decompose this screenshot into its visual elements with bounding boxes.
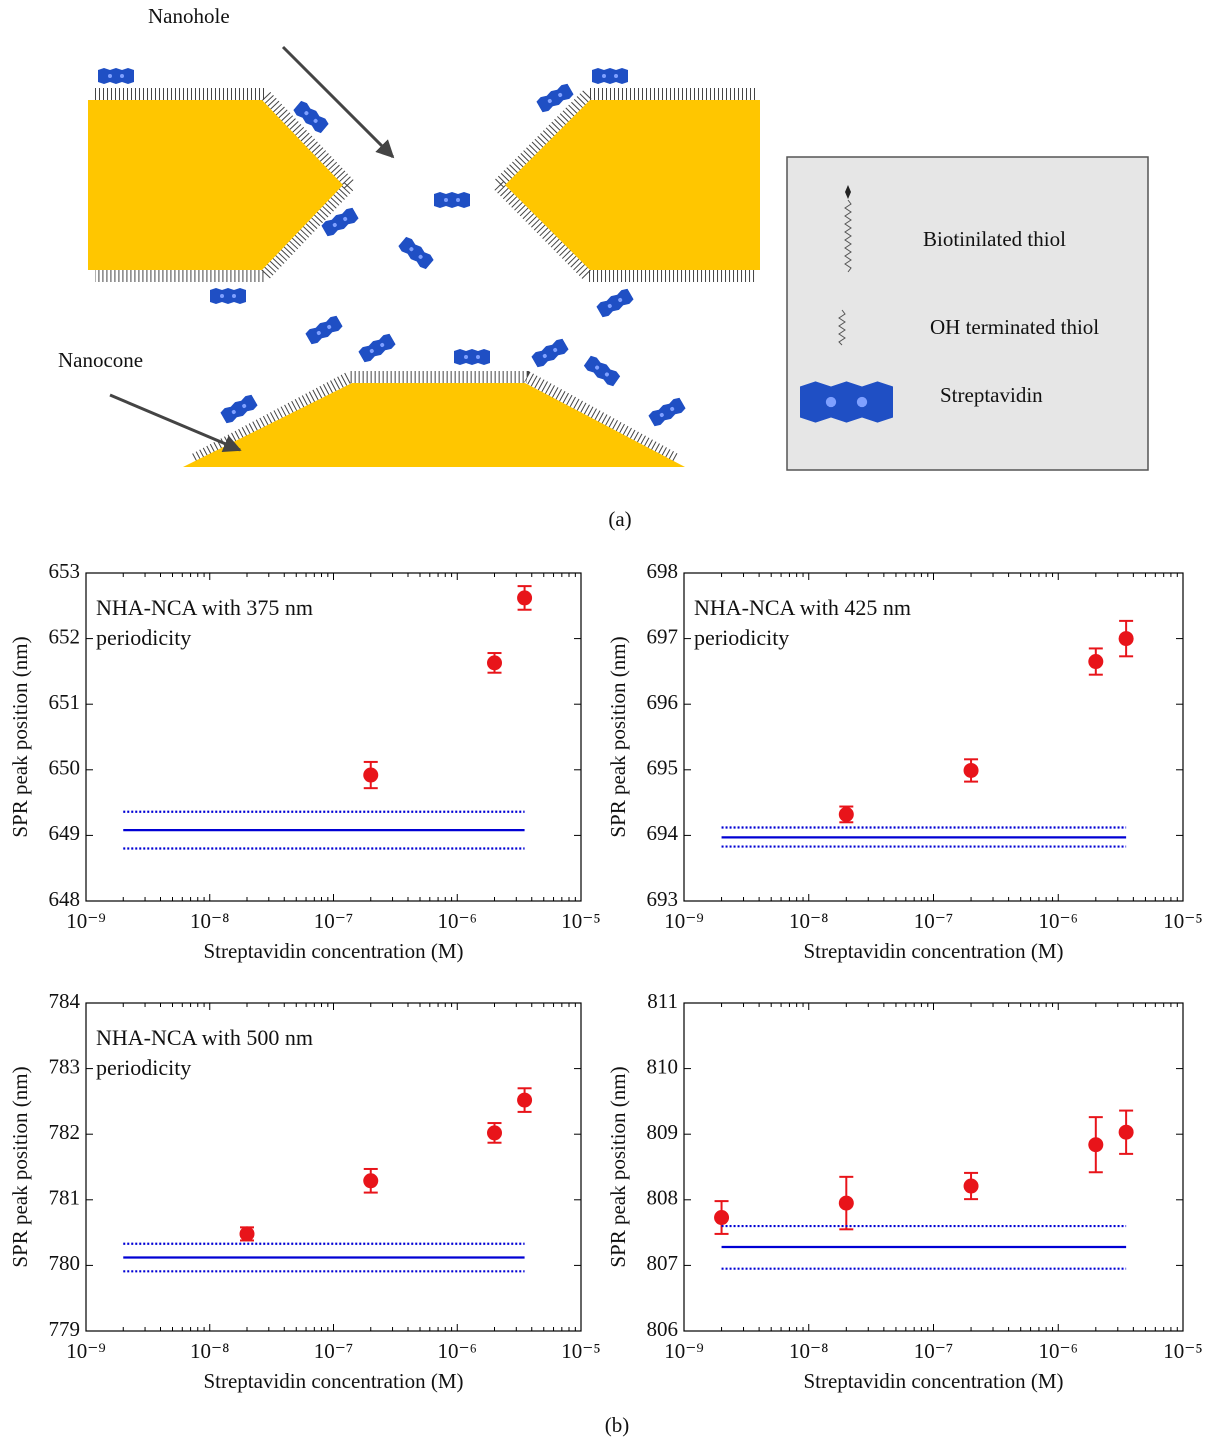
- x-tick-label: 10⁻⁹: [664, 909, 703, 933]
- data-point: [1118, 631, 1134, 647]
- y-axis-label: SPR peak position (nm): [606, 1066, 630, 1267]
- x-tick-label: 10⁻⁹: [664, 1339, 703, 1363]
- x-axis-label: Streptavidin concentration (M): [803, 939, 1063, 963]
- y-tick-label: 806: [647, 1317, 679, 1341]
- x-tick-label: 10⁻⁶: [438, 1339, 477, 1363]
- x-tick-label: 10⁻⁵: [561, 1339, 600, 1363]
- y-tick-label: 648: [49, 887, 81, 911]
- y-tick-label: 650: [49, 756, 81, 780]
- nanohole-label: Nanohole: [148, 4, 230, 28]
- data-point: [487, 1125, 503, 1141]
- x-axis-label: Streptavidin concentration (M): [803, 1369, 1063, 1393]
- x-tick-label: 10⁻⁶: [1039, 1339, 1078, 1363]
- x-tick-label: 10⁻⁸: [789, 909, 828, 933]
- plot-frame: [85, 1002, 582, 1332]
- y-tick-label: 782: [49, 1120, 81, 1144]
- data-point: [1088, 654, 1104, 670]
- annotation: NHA-NCA with 500 nm: [96, 1025, 313, 1050]
- y-tick-label: 784: [49, 989, 81, 1013]
- legend-text: Streptavidin: [940, 383, 1043, 407]
- y-tick-label: 780: [49, 1251, 81, 1275]
- x-tick-label: 10⁻⁵: [561, 909, 600, 933]
- data-point: [517, 590, 533, 606]
- plot-frame: [85, 572, 582, 902]
- legend-text: OH terminated thiol: [930, 315, 1099, 339]
- chart: 648 649 650 651 652 653 10⁻⁹ 10⁻⁸ 10⁻⁷ 10⁻⁶ 10⁻⁵ St…: [8, 559, 601, 963]
- y-tick-label: 781: [49, 1186, 81, 1210]
- x-tick-label: 10⁻⁷: [914, 909, 953, 933]
- y-axis-label: SPR peak position (nm): [8, 1066, 32, 1267]
- data-point: [963, 1178, 979, 1194]
- x-tick-label: 10⁻⁶: [438, 909, 477, 933]
- data-point: [963, 762, 979, 778]
- annotation: periodicity: [96, 1055, 191, 1080]
- x-tick-label: 10⁻⁸: [789, 1339, 828, 1363]
- y-tick-label: 694: [647, 821, 679, 845]
- y-tick-label: 653: [49, 559, 81, 583]
- x-tick-label: 10⁻⁵: [1163, 1339, 1202, 1363]
- caption: (a): [608, 507, 631, 531]
- x-tick-label: 10⁻⁷: [314, 909, 353, 933]
- y-tick-label: 698: [647, 559, 679, 583]
- y-tick-label: 695: [647, 756, 679, 780]
- y-tick-label: 693: [647, 887, 679, 911]
- y-axis-label: SPR peak position (nm): [606, 636, 630, 837]
- plot-frame: [683, 1002, 1184, 1332]
- data-point: [487, 655, 503, 671]
- y-tick-label: 783: [49, 1054, 81, 1078]
- legend-box: [786, 156, 1149, 471]
- y-tick-label: 696: [647, 690, 679, 714]
- legend-text: Biotinilated thiol: [923, 227, 1066, 251]
- caption: (b): [605, 1413, 630, 1437]
- data-point: [714, 1210, 730, 1226]
- data-point: [1118, 1124, 1134, 1140]
- y-tick-label: 779: [49, 1317, 81, 1341]
- data-point: [239, 1226, 255, 1242]
- data-point: [1088, 1137, 1104, 1153]
- annotation: NHA-NCA with 375 nm: [96, 595, 313, 620]
- y-tick-label: 809: [647, 1120, 679, 1144]
- x-tick-label: 10⁻⁸: [190, 1339, 229, 1363]
- y-axis-label: SPR peak position (nm): [8, 636, 32, 837]
- y-tick-label: 807: [647, 1251, 679, 1275]
- y-tick-label: 808: [647, 1186, 679, 1210]
- data-point: [363, 1173, 379, 1189]
- x-tick-label: 10⁻⁶: [1039, 909, 1078, 933]
- data-point: [838, 806, 854, 822]
- y-tick-label: 811: [647, 989, 678, 1013]
- data-point: [838, 1195, 854, 1211]
- x-tick-label: 10⁻⁹: [66, 1339, 105, 1363]
- y-tick-label: 810: [647, 1054, 679, 1078]
- x-tick-label: 10⁻⁷: [314, 1339, 353, 1363]
- x-axis-label: Streptavidin concentration (M): [203, 1369, 463, 1393]
- y-tick-label: 652: [49, 624, 81, 648]
- x-axis-label: Streptavidin concentration (M): [203, 939, 463, 963]
- data-point: [517, 1092, 533, 1108]
- y-tick-label: 697: [647, 624, 679, 648]
- chart: 779 780 781 782 783 784 10⁻⁹ 10⁻⁸ 10⁻⁷ 10⁻⁶ 10⁻⁵ St…: [8, 989, 601, 1393]
- plot-frame: [683, 572, 1184, 902]
- x-tick-label: 10⁻⁹: [66, 909, 105, 933]
- chart: 693 694 695 696 697 698 10⁻⁹ 10⁻⁸ 10⁻⁷ 10⁻⁶ 10⁻⁵ St…: [606, 559, 1203, 963]
- x-tick-label: 10⁻⁵: [1163, 909, 1202, 933]
- x-tick-label: 10⁻⁸: [190, 909, 229, 933]
- diagram: Nanohole Nanocone Biotinilated thiol OH …: [58, 4, 1149, 531]
- annotation: periodicity: [96, 625, 191, 650]
- annotation: NHA-NCA with 425 nm: [694, 595, 911, 620]
- nanocone-label: Nanocone: [58, 348, 143, 372]
- annotation: periodicity: [694, 625, 789, 650]
- y-tick-label: 651: [49, 690, 81, 714]
- y-tick-label: 649: [49, 821, 81, 845]
- x-tick-label: 10⁻⁷: [914, 1339, 953, 1363]
- data-point: [363, 767, 379, 783]
- chart: 806 807 808 809 810 811 10⁻⁹ 10⁻⁸ 10⁻⁷ 10⁻⁶ 10⁻⁵ St…: [606, 989, 1203, 1393]
